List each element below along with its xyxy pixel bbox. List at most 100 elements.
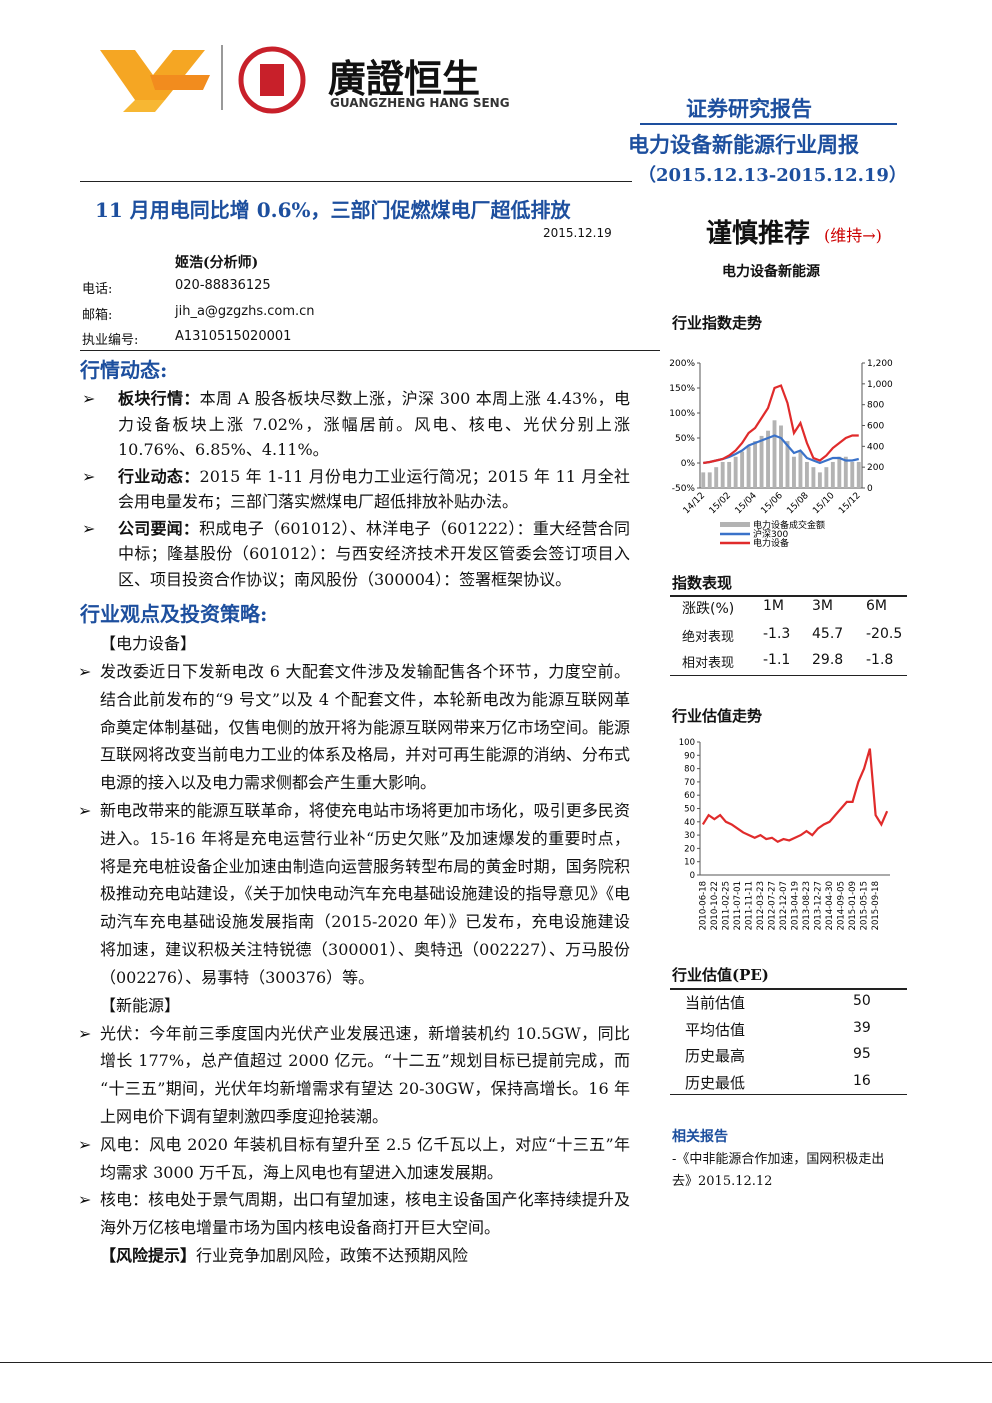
tick-label: 10 bbox=[684, 858, 695, 868]
report-name: 电力设备新能源行业周报 bbox=[628, 132, 859, 157]
tick-label: 200% bbox=[669, 359, 695, 369]
x-tick-label: 15/10 bbox=[811, 491, 837, 517]
bar bbox=[824, 467, 829, 488]
bar bbox=[779, 425, 783, 488]
table-header: 6M bbox=[866, 598, 887, 614]
main-column: 行情动态: 板块行情：本周 A 股各板块尽数上涨，沪深 300 本周上涨 4.43… bbox=[78, 354, 630, 1270]
bar bbox=[792, 456, 796, 488]
item-text: 本周 A 股各板块尽数上涨，沪深 300 本周上涨 4.43%，电力设备板块上涨… bbox=[118, 389, 630, 459]
x-tick-label: 2013-04-19 bbox=[791, 881, 801, 930]
related-item: -《中非能源合作加速，国网积极走出去》2015.12.12 bbox=[672, 1152, 885, 1189]
table-cell: -1.1 bbox=[763, 652, 791, 668]
x-tick-label: 2013-08-23 bbox=[802, 881, 812, 930]
section-heading: 行业观点及投资策略: bbox=[80, 602, 268, 626]
legend-swatch bbox=[720, 522, 750, 527]
tick-label: 1,000 bbox=[867, 380, 893, 390]
x-tick-label: 15/08 bbox=[785, 491, 811, 517]
tick-label: 40 bbox=[684, 818, 695, 828]
bullet-item: 核电：核电处于景气周期，出口有望加速，核电主设备国产化率持续提升及海外万亿核电增… bbox=[78, 1186, 630, 1242]
bullet-item: 光伏：今年前三季度国内光伏产业发展迅速，新增装机约 10.5GW，同比增长 17… bbox=[78, 1020, 630, 1131]
legend-label: 沪深300 bbox=[753, 528, 788, 540]
chart: -50% 0% 50% 100% 150% 200% 0 200 400 600 800 1,000 1… bbox=[669, 359, 893, 549]
bullet-item: 发改委近日下发新电改 6 大配套文件涉及发输配售各个环节，力度空前。结合此前发布… bbox=[78, 658, 630, 797]
x-tick-label: 14/12 bbox=[682, 491, 707, 516]
tick-label: 800 bbox=[867, 401, 884, 411]
item-label: 板块行情： bbox=[118, 389, 200, 408]
rule bbox=[670, 988, 907, 990]
item-text: 积成电子（601012）、林洋电子（601222）：重大经营合同中标；隆基股份（… bbox=[118, 518, 630, 589]
risk-text: 行业竞争加剧风险，政策不达预期风险 bbox=[196, 1245, 469, 1265]
table-cell: 相对表现 bbox=[682, 656, 735, 671]
bullet-item: 新电改带来的能源互联革命，将使充电站市场将更加市场化，吸引更多民资进入。15-1… bbox=[78, 797, 630, 992]
tick-label: 30 bbox=[684, 831, 695, 841]
table-cell: 45.7 bbox=[812, 626, 844, 642]
bar bbox=[714, 467, 719, 488]
line-series bbox=[703, 434, 860, 465]
table-header: 3M bbox=[812, 598, 833, 614]
emblem-core bbox=[260, 64, 284, 96]
bar bbox=[798, 451, 803, 488]
analyst-name: 姬浩(分析师) bbox=[175, 255, 259, 271]
bar bbox=[727, 461, 732, 488]
line-series bbox=[703, 384, 859, 465]
table-cell: 历史最低 bbox=[685, 1073, 746, 1092]
emblem-ring bbox=[238, 46, 306, 114]
x-tick-label: 2015-05-15 bbox=[860, 881, 870, 930]
sector: 电力设备新能源 bbox=[722, 264, 820, 280]
tick-label: 50% bbox=[675, 434, 695, 444]
tick-label: 600 bbox=[867, 422, 884, 432]
chart-title: 行业指数走势 bbox=[672, 314, 763, 332]
x-tick-label: 2015-01-09 bbox=[848, 881, 858, 930]
rule bbox=[670, 1094, 907, 1095]
logo-shape bbox=[123, 100, 165, 112]
bar bbox=[740, 451, 745, 488]
brand-cn: 廣證恒生 bbox=[328, 57, 481, 101]
contact-value: 020-88836125 bbox=[175, 278, 271, 293]
report-date: 2015.12.19 bbox=[543, 226, 612, 240]
bullet-item: 行业动态：2015 年 1-11 月份电力工业运行简况；2015 年 11 月全… bbox=[80, 464, 630, 515]
bar bbox=[850, 461, 855, 488]
legend-label: 电力设备成交金额 bbox=[753, 519, 825, 531]
tick-label: 0 bbox=[690, 871, 695, 881]
contact-label: 执业编号: bbox=[82, 333, 139, 348]
chart-title: 行业估值走势 bbox=[672, 707, 763, 725]
contact-label: 邮箱: bbox=[82, 307, 113, 323]
contact-value: A1310515020001 bbox=[175, 329, 292, 344]
x-tick-label: 2011-11-11 bbox=[744, 881, 754, 930]
tick-label: 60 bbox=[684, 791, 695, 801]
bar bbox=[746, 446, 751, 488]
table-cell: 历史最高 bbox=[685, 1047, 746, 1065]
tick-label: 100 bbox=[679, 738, 695, 748]
bar bbox=[817, 472, 822, 488]
brand-en: GUANGZHENG HANG SENG bbox=[330, 96, 510, 110]
x-tick-label: 15/06 bbox=[759, 491, 785, 517]
table-cell: 16 bbox=[853, 1072, 871, 1089]
tick-label: -50% bbox=[672, 484, 696, 494]
bar bbox=[785, 441, 790, 488]
logo-emblem bbox=[238, 46, 306, 114]
tick-label: 100% bbox=[669, 409, 695, 419]
bar bbox=[804, 461, 809, 488]
tick-label: 20 bbox=[684, 844, 695, 854]
x-tick-label: 2013-12-27 bbox=[814, 881, 824, 930]
bar bbox=[733, 456, 738, 488]
table-cell: 39 bbox=[853, 1019, 871, 1036]
rule bbox=[80, 181, 632, 182]
x-tick-label: 2012-07-27 bbox=[767, 881, 777, 930]
bullet-item: 风电：风电 2020 年装机目标有望升至 2.5 亿千瓦以上，对应“十三五”年均… bbox=[78, 1131, 630, 1187]
bar bbox=[856, 461, 861, 488]
item-label: 公司要闻： bbox=[118, 518, 200, 538]
bar bbox=[701, 472, 706, 488]
bar bbox=[766, 430, 770, 488]
x-tick-label: 2014-09-05 bbox=[837, 881, 847, 930]
tick-label: 80 bbox=[684, 765, 695, 775]
contact-label: 电话: bbox=[82, 282, 113, 297]
contact-value: jih_a@gzgzhs.com.cn bbox=[175, 303, 315, 319]
x-tick-label: 15/12 bbox=[837, 491, 862, 516]
x-tick-label: 15/02 bbox=[708, 491, 733, 516]
line-series bbox=[701, 748, 889, 844]
bar bbox=[811, 467, 816, 488]
tick-label: 200 bbox=[867, 463, 884, 473]
report-title: 11 月用电同比增 0.6%，三部门促燃煤电厂超低排放 bbox=[95, 198, 571, 222]
x-tick-label: 2010-06-18 bbox=[698, 881, 708, 930]
